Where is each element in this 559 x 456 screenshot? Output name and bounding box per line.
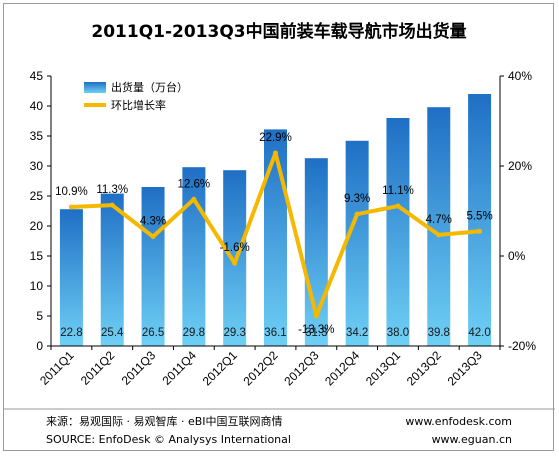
line-value-label: 11.3%: [96, 184, 128, 196]
bar-value-label: 29.8: [183, 327, 205, 339]
chart-title: 2011Q1-2013Q3中国前装车载导航市场出货量: [91, 21, 466, 42]
bar: [59, 209, 83, 346]
x-tick-label: 2012Q1: [200, 348, 240, 388]
line-value-label: 5.5%: [466, 210, 492, 222]
line-value-label: 22.9%: [259, 132, 292, 144]
legend-label-line: 环比增长率: [111, 98, 166, 112]
bar-value-label: 39.8: [428, 327, 450, 339]
bar: [182, 167, 206, 346]
bar-value-label: 34.2: [346, 327, 368, 339]
footer-url-enfodesk: www.enfodesk.com: [405, 415, 512, 428]
bar: [100, 193, 124, 346]
x-tick-label: 2012Q2: [241, 348, 281, 388]
left-tick-label: 5: [36, 309, 43, 323]
bar-value-label: 25.4: [101, 327, 124, 339]
bar-value-label: 36.1: [264, 327, 286, 339]
line-point: [191, 196, 197, 202]
line-point: [436, 232, 442, 238]
bar: [345, 140, 369, 346]
left-tick-label: 0: [36, 339, 43, 353]
x-tick-label: 2012Q4: [322, 348, 362, 388]
line-point: [395, 203, 401, 209]
line-point: [232, 260, 238, 266]
bar-value-label: 29.3: [223, 327, 245, 339]
right-tick-label: 20%: [508, 159, 532, 173]
left-tick-label: 45: [30, 69, 44, 83]
legend-swatch-bars: [84, 82, 106, 93]
x-tick-label: 2011Q3: [119, 348, 159, 388]
left-tick-label: 15: [30, 249, 44, 263]
left-tick-label: 20: [30, 219, 44, 233]
bar-value-label: 22.8: [60, 327, 82, 339]
bar: [141, 187, 165, 346]
line-value-label: 4.3%: [140, 216, 166, 228]
bar: [427, 107, 451, 346]
bar: [264, 129, 287, 346]
bar-value-label: 26.5: [142, 327, 164, 339]
bar: [468, 94, 492, 346]
x-tick-label: 2013Q2: [404, 348, 444, 388]
left-tick-label: 30: [30, 159, 44, 173]
line-value-label: -1.6%: [220, 242, 250, 254]
footer-url-eguan: www.eguan.cn: [432, 433, 512, 446]
line-point: [68, 204, 74, 210]
left-tick-label: 40: [30, 99, 44, 113]
footer-source-en: SOURCE: EnfoDesk © Analysys Internationa…: [46, 433, 291, 446]
x-tick-label: 2011Q2: [78, 348, 118, 388]
line-point: [313, 313, 319, 319]
bar-value-label: 38.0: [387, 327, 409, 339]
footer-source-cn: 来源：易观国际 · 易观智库 · eBI中国互联网商情: [46, 414, 283, 428]
left-tick-label: 25: [30, 189, 44, 203]
legend-label-bars: 出货量（万台）: [111, 80, 188, 94]
footer: 来源：易观国际 · 易观智库 · eBI中国互联网商情 SOURCE: Enfo…: [46, 414, 512, 446]
line-point: [477, 228, 483, 234]
right-tick-label: 0%: [508, 249, 526, 263]
line-point: [150, 234, 156, 240]
left-tick-label: 35: [30, 129, 44, 143]
right-tick-label: 40%: [508, 69, 532, 83]
line-value-label: 11.1%: [382, 185, 414, 197]
chart: 2011Q1-2013Q3中国前装车载导航市场出货量 0 5 10 15 20 25 30 3…: [4, 21, 555, 446]
line-value-label: 12.6%: [178, 178, 211, 190]
data-labels: 22.8 25.4 26.5 29.8 29.3 36.1 31.3 34.2 38.0 39.8…: [55, 132, 493, 339]
line-value-label: 4.7%: [426, 214, 452, 226]
line-value-label: 9.3%: [344, 193, 370, 205]
line-series: [68, 150, 483, 319]
x-tick-label: 2013Q3: [445, 348, 485, 388]
line-point: [273, 150, 278, 156]
left-tick-label: 10: [30, 279, 44, 293]
x-tick-label: 2013Q1: [363, 348, 403, 388]
bar-value-label: 42.0: [468, 327, 490, 339]
line-point: [109, 202, 115, 208]
bar-value-label: 31.3: [305, 327, 327, 339]
chart-frame: 2011Q1-2013Q3中国前装车载导航市场出货量 0 5 10 15 20 25 30 3…: [3, 3, 555, 451]
line-value-label: 10.9%: [55, 186, 88, 198]
line-point: [354, 211, 360, 217]
x-tick-label: 2011Q1: [37, 348, 77, 388]
x-tick-label: 2011Q4: [160, 348, 200, 388]
legend: 出货量（万台） 环比增长率: [84, 80, 188, 112]
x-tick-label: 2012Q3: [281, 348, 321, 388]
bar: [386, 118, 410, 346]
right-tick-label: -20%: [508, 339, 536, 353]
line-value-label: -13.3%: [298, 324, 334, 336]
